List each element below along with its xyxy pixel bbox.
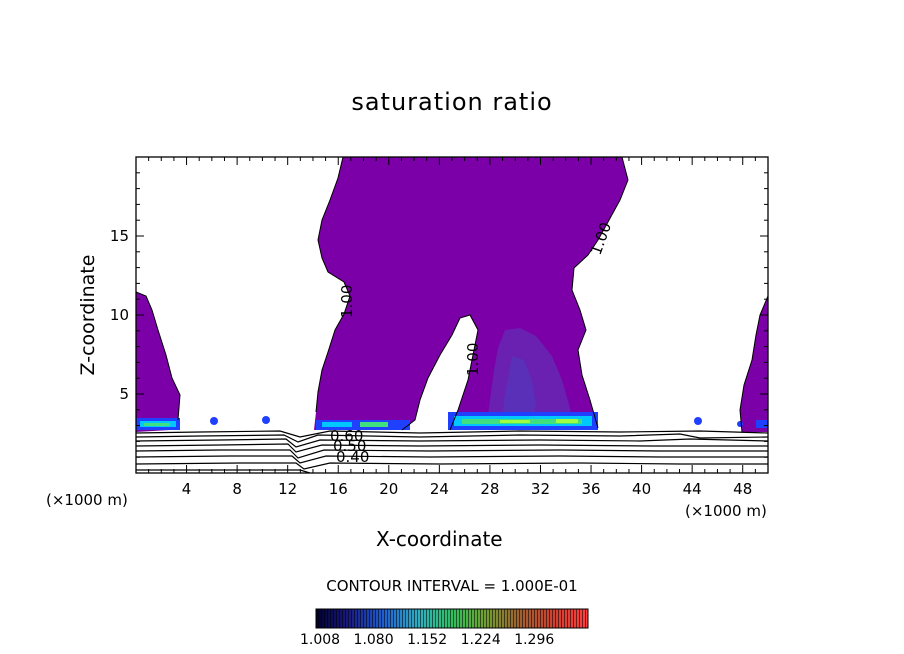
y-axis-label: Z-coordinate — [77, 254, 99, 376]
contour-label: 0.60 — [330, 427, 363, 445]
tick-label: 32 — [531, 480, 550, 498]
tick-label: 15 — [110, 227, 129, 245]
contour-label: 1.00 — [464, 343, 482, 376]
fill-region-right — [740, 296, 768, 432]
tick-label: 28 — [480, 480, 499, 498]
tick-label: 12 — [278, 480, 297, 498]
tick-label: 8 — [232, 480, 242, 498]
colorbar-tick-label: 1.224 — [460, 632, 501, 648]
tick-label: 5 — [119, 385, 129, 403]
colorbar-tick-label: 1.008 — [300, 632, 341, 648]
contour-label: 1.00 — [338, 285, 356, 318]
tick-label: 44 — [683, 480, 702, 498]
tick-label: 10 — [110, 306, 129, 324]
colorbar — [315, 608, 589, 629]
chart-title: saturation ratio — [351, 88, 553, 116]
contour-label: 0.40 — [336, 448, 369, 466]
fill-region-left — [136, 292, 180, 432]
filled-contours — [136, 157, 768, 432]
x-axis-label: X-coordinate — [376, 527, 503, 551]
tick-label: 4 — [182, 480, 192, 498]
fill-inner — [502, 356, 536, 425]
tick-label: 48 — [733, 480, 752, 498]
contour-label: 0.50 — [333, 437, 366, 455]
tick-label: 24 — [430, 480, 449, 498]
colorbar-labels: 1.008 1.080 1.152 1.224 1.296 — [300, 632, 563, 648]
x-unit-label-right: (×1000 m) — [685, 502, 767, 520]
tick-label: 16 — [329, 480, 348, 498]
tick-label: 40 — [632, 480, 651, 498]
contour-interval-label: CONTOUR INTERVAL = 1.000E-01 — [326, 577, 578, 595]
colorbar-tick-label: 1.080 — [353, 632, 394, 648]
low-level-bands — [136, 412, 768, 430]
colorbar-tick-label: 1.152 — [407, 632, 448, 648]
colorbar-tick-label: 1.296 — [514, 632, 555, 648]
contour-lines — [136, 157, 768, 473]
tick-label: 36 — [581, 480, 600, 498]
fill-region-center-left — [314, 157, 628, 430]
x-unit-label-left: (×1000 m) — [46, 491, 128, 509]
tick-label: 20 — [379, 480, 398, 498]
